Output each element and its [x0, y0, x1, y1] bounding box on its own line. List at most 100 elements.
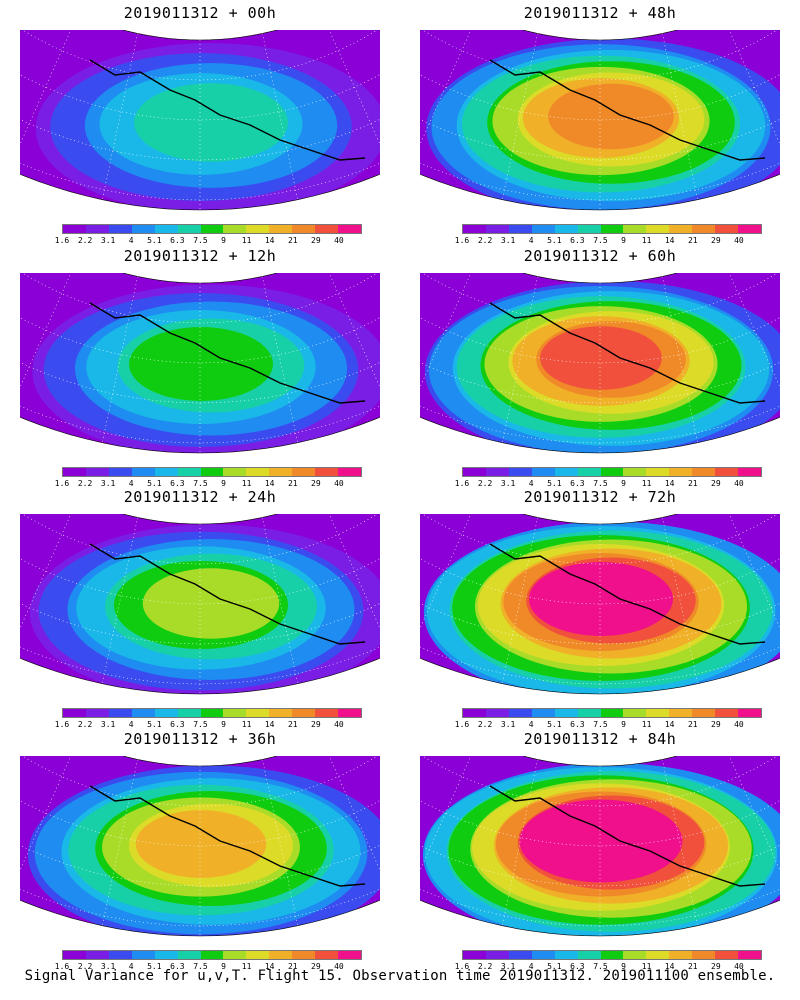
- colorbar-label: 29: [311, 962, 321, 971]
- colorbar-swatch: [200, 468, 224, 476]
- colorbar-swatch: [463, 225, 486, 233]
- colorbar-swatch: [223, 468, 247, 476]
- colorbar-label: 14: [664, 236, 675, 245]
- variance-field: [20, 30, 380, 211]
- colorbar-swatch: [338, 468, 361, 476]
- colorbar-label: 3.1: [100, 236, 116, 245]
- colorbar-swatch: [646, 468, 670, 476]
- colorbar-label: 40: [734, 720, 744, 729]
- colorbar-label: 40: [734, 479, 744, 488]
- colorbar-label: 2.2: [477, 479, 493, 488]
- colorbar-label: 4: [128, 236, 134, 245]
- colorbar-swatch: [154, 709, 178, 717]
- variance-map: [20, 756, 380, 937]
- coastline: [89, 302, 366, 404]
- colorbar-label: 7.5: [193, 236, 208, 245]
- coastline: [489, 302, 766, 404]
- colorbar-swatch: [85, 468, 109, 476]
- colorbar-label: 14: [664, 962, 675, 971]
- colorbar-label: 9: [221, 479, 226, 488]
- colorbar-swatch: [715, 225, 739, 233]
- colorbar-swatch: [669, 709, 693, 717]
- colorbar-swatch: [223, 225, 247, 233]
- colorbar-swatch: [646, 225, 670, 233]
- colorbar-swatch: [292, 709, 316, 717]
- colorbar-label: 2.2: [477, 720, 493, 729]
- colorbar-swatch: [246, 225, 270, 233]
- variance-map: [20, 273, 380, 454]
- colorbar-swatch: [63, 468, 86, 476]
- colorbar-swatch: [600, 709, 624, 717]
- colorbar: [462, 467, 762, 477]
- variance-field: [420, 30, 780, 211]
- colorbar-swatch: [738, 709, 761, 717]
- colorbar-label: 3.1: [500, 479, 516, 488]
- colorbar-swatch: [485, 468, 509, 476]
- colorbar-label: 4: [528, 962, 534, 971]
- colorbar-swatch: [200, 709, 224, 717]
- colorbar-swatch: [269, 951, 293, 959]
- colorbar-swatch: [554, 468, 578, 476]
- colorbar-swatch: [63, 951, 86, 959]
- panel-title: 2019011312 + 24h: [123, 488, 277, 506]
- colorbar-label: 5.1: [547, 479, 562, 488]
- variance-field: [420, 273, 780, 454]
- colorbar-label: 3.1: [100, 720, 116, 729]
- colorbar-label: 40: [734, 962, 744, 971]
- colorbar-swatch: [692, 951, 716, 959]
- colorbar-label: 9: [221, 236, 226, 245]
- colorbar-label: 11: [641, 962, 652, 971]
- map-border: [420, 756, 780, 937]
- colorbar-label: 21: [287, 479, 298, 488]
- variance-map: [420, 273, 780, 454]
- colorbar-swatch: [554, 951, 578, 959]
- panel-title: 2019011312 + 60h: [523, 247, 677, 265]
- colorbar-label: 5.1: [547, 720, 562, 729]
- colorbar-label: 4: [128, 479, 134, 488]
- colorbar-label: 1.6: [54, 962, 70, 971]
- coastline: [489, 785, 766, 887]
- colorbar-swatch: [154, 225, 178, 233]
- colorbar-label: 7.5: [593, 479, 608, 488]
- colorbar: [62, 467, 362, 477]
- colorbar-label: 21: [687, 962, 698, 971]
- colorbar-swatch: [177, 225, 201, 233]
- coastline: [89, 59, 366, 161]
- colorbar-swatch: [154, 951, 178, 959]
- variance-field: [20, 273, 380, 454]
- colorbar: [462, 950, 762, 960]
- colorbar-swatch: [531, 225, 555, 233]
- colorbar-swatch: [508, 468, 532, 476]
- colorbar-swatch: [577, 951, 601, 959]
- colorbar-label: 6.3: [570, 962, 585, 971]
- colorbar-swatch: [623, 709, 647, 717]
- colorbar-swatch: [600, 951, 624, 959]
- colorbar-label: 5.1: [147, 962, 162, 971]
- colorbar-swatch: [108, 951, 132, 959]
- map-panel-00h: 2019011312 + 00h 1.6 2.2 3.1 4 5.1 6.3 7.5 9 11 1…: [0, 0, 400, 250]
- panel-title: 2019011312 + 12h: [123, 247, 277, 265]
- colorbar-label: 4: [528, 236, 534, 245]
- colorbar-label: 21: [287, 720, 298, 729]
- colorbar-swatch: [531, 951, 555, 959]
- variance-map: [420, 756, 780, 937]
- colorbar-label: 1.6: [454, 236, 470, 245]
- variance-map: [420, 30, 780, 211]
- colorbar-label: 9: [221, 962, 226, 971]
- panel-title: 2019011312 + 72h: [523, 488, 677, 506]
- colorbar-label: 7.5: [193, 720, 208, 729]
- colorbar-swatch: [646, 951, 670, 959]
- colorbar-swatch: [623, 951, 647, 959]
- panel-title: 2019011312 + 48h: [523, 4, 677, 22]
- colorbar-swatch: [508, 709, 532, 717]
- colorbar-swatch: [715, 709, 739, 717]
- colorbar-label: 6.3: [170, 479, 185, 488]
- colorbar-label: 1.6: [454, 720, 470, 729]
- colorbar-label: 14: [264, 479, 275, 488]
- colorbar-swatch: [508, 951, 532, 959]
- map-border: [420, 514, 780, 695]
- colorbar-swatch: [715, 468, 739, 476]
- colorbar-swatch: [131, 225, 155, 233]
- colorbar-label: 2.2: [477, 236, 493, 245]
- colorbar-label: 21: [287, 236, 298, 245]
